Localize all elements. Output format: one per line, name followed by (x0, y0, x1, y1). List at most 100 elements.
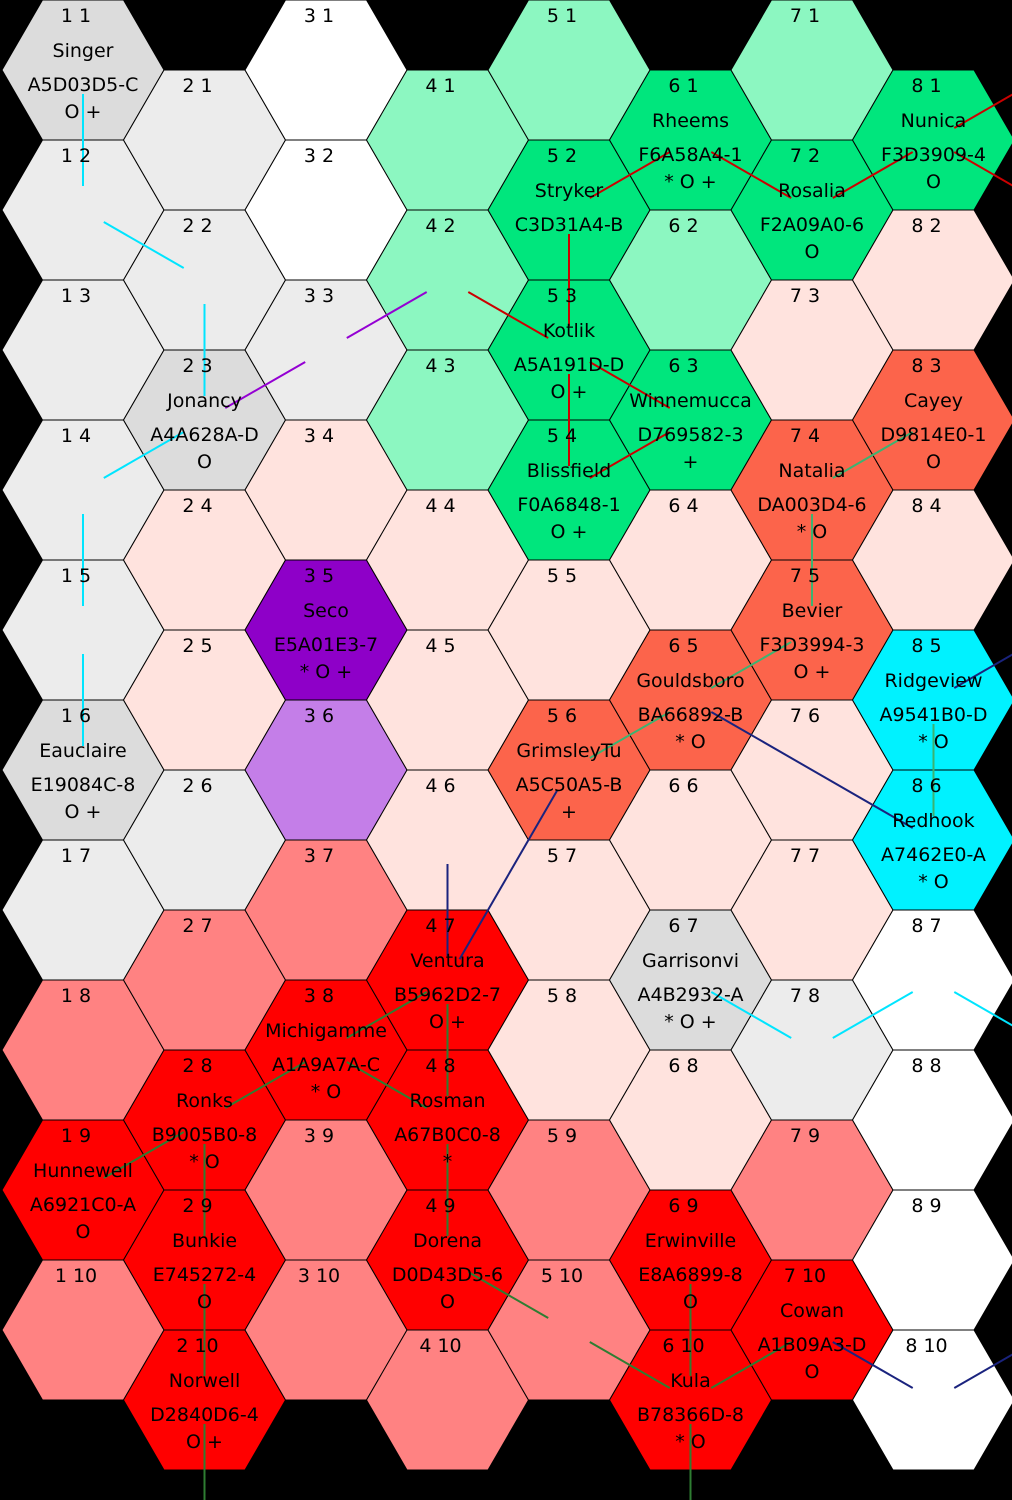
hex-coordinate-label: 3 7 (304, 845, 334, 867)
hex-coordinate-label: 5 4 (547, 425, 577, 447)
world-name: Kotlik (543, 320, 595, 342)
world-flags: O + (794, 661, 831, 683)
world-name: Norwell (169, 1370, 240, 1392)
world-name: Redhook (892, 810, 974, 832)
trade-route-line (832, 1341, 914, 1389)
world-name: Hunnewell (33, 1160, 133, 1182)
world-code: A67B0C0-8 (394, 1124, 501, 1146)
hex-coordinate-label: 1 10 (55, 1265, 97, 1287)
hex-coordinate-label: 6 3 (668, 355, 698, 377)
world-code: E19084C-8 (31, 774, 136, 796)
trade-route-line (467, 291, 549, 339)
trade-route-line (103, 221, 185, 269)
trade-route-line (589, 431, 671, 479)
world-name: GrimsleyTu (516, 740, 621, 762)
hex-coordinate-label: 7 5 (790, 565, 820, 587)
world-flags: * O (918, 871, 949, 893)
trade-route-line (224, 361, 306, 409)
hex-coordinate-label: 8 9 (911, 1195, 941, 1217)
world-flags: + (561, 801, 577, 823)
world-code: D769582-3 (637, 424, 743, 446)
hex-coordinate-label: 6 10 (662, 1335, 704, 1357)
hex-coordinate-label: 1 6 (61, 705, 91, 727)
world-flags: * O + (664, 171, 716, 193)
world-code: F3D3909-4 (881, 144, 986, 166)
hex-coordinate-label: 7 1 (790, 5, 820, 27)
trade-route-line (832, 991, 914, 1039)
trade-route-line (710, 991, 792, 1039)
world-code: F3D3994-3 (760, 634, 865, 656)
trade-route-line (346, 991, 428, 1039)
world-code: B5962D2-7 (394, 984, 501, 1006)
trade-route-line (589, 361, 671, 409)
world-name: Natalia (778, 460, 845, 482)
world-name: Stryker (535, 180, 604, 202)
hex-coordinate-label: 6 2 (668, 215, 698, 237)
trade-route-line (346, 291, 428, 339)
trade-routes (82, 93, 1012, 1500)
world-flags: + (683, 451, 699, 473)
hex-coordinate-label: 7 8 (790, 985, 820, 1007)
hex-coordinate-label: 2 1 (182, 75, 212, 97)
world-name: Ronks (176, 1090, 233, 1112)
world-code: A7462E0-A (881, 844, 986, 866)
hex-coordinate-label: 5 7 (547, 845, 577, 867)
trade-route-line (953, 1353, 1012, 1389)
hex-coordinate-label: 6 9 (668, 1195, 698, 1217)
trade-route-line (953, 151, 1012, 187)
hex-coordinate-label: 5 8 (547, 985, 577, 1007)
hex-coordinate-label: 8 1 (911, 75, 941, 97)
hex-coordinate-label: 6 6 (668, 775, 698, 797)
world-flags: O (76, 1221, 91, 1243)
hex-coordinate-label: 8 10 (905, 1335, 947, 1357)
world-code: A1A9A7A-C (272, 1054, 380, 1076)
world-name: Rosman (409, 1090, 485, 1112)
world-code: F2A09A0-6 (760, 214, 864, 236)
world-code: D0D43D5-6 (392, 1264, 503, 1286)
hex-coordinate-label: 4 1 (425, 75, 455, 97)
world-name: Ridgeview (884, 670, 982, 692)
hex-8-10[interactable] (851, 1329, 1012, 1471)
world-name: Jonancy (166, 390, 242, 412)
world-name: Cayey (904, 390, 963, 412)
trade-route-line (589, 151, 671, 199)
hex-coordinate-label: 7 2 (790, 145, 820, 167)
hex-coordinate-label: 4 2 (425, 215, 455, 237)
world-flags: O + (551, 381, 588, 403)
hex-coordinate-label: 3 4 (304, 425, 334, 447)
world-name: Kula (670, 1370, 710, 1392)
hex-coordinate-label: 2 5 (182, 635, 212, 657)
world-flags: O + (65, 101, 102, 123)
trade-route-line (953, 991, 1012, 1027)
hex-coordinate-label: 8 2 (911, 215, 941, 237)
world-flags: O (683, 1291, 698, 1313)
trade-route-line (953, 653, 1012, 689)
world-flags: O (926, 451, 941, 473)
hex-coordinate-label: 1 3 (61, 285, 91, 307)
trade-route-line (710, 711, 914, 829)
hex-coordinate-label: 2 3 (182, 355, 212, 377)
hex-coordinate-label: 6 1 (668, 75, 698, 97)
hex-coordinate-label: 3 2 (304, 145, 334, 167)
world-name: Erwinville (645, 1230, 736, 1252)
world-name: Nunica (901, 110, 967, 132)
trade-route-line (467, 1271, 549, 1319)
trade-route-line (710, 151, 792, 199)
hex-coordinate-label: 4 10 (419, 1335, 461, 1357)
trade-route-line (224, 1061, 306, 1109)
trade-route-line (589, 711, 671, 759)
world-name: Ventura (410, 950, 484, 972)
hex-coordinate-label: 6 8 (668, 1055, 698, 1077)
world-name: Rheems (652, 110, 729, 132)
hex-coordinate-label: 2 7 (182, 915, 212, 937)
world-code: A9541B0-D (880, 704, 988, 726)
hex-coordinate-label: 2 9 (182, 1195, 212, 1217)
trade-route-line (710, 641, 792, 689)
hex-coordinate-label: 8 8 (911, 1055, 941, 1077)
world-code: A5D03D5-C (28, 74, 139, 96)
hex-coordinate-label: 7 6 (790, 705, 820, 727)
hex-grid (1, 0, 1012, 1471)
hex-coordinate-label: 5 2 (547, 145, 577, 167)
